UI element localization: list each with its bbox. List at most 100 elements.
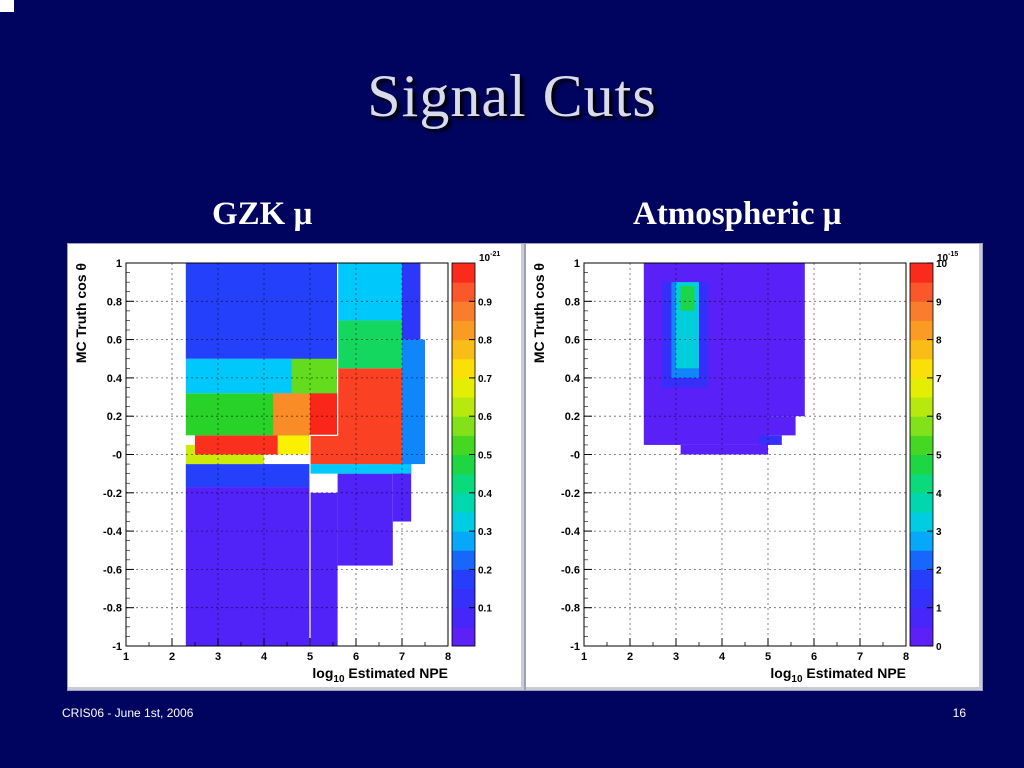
- colorbar-swatch: [452, 301, 475, 321]
- x-tick-label: 4: [719, 651, 726, 663]
- x-tick-label: 4: [261, 651, 268, 663]
- heatmap-cell: [680, 444, 768, 455]
- colorbar-tick-label: 10: [936, 259, 948, 270]
- atmospheric-plot-frame: 1 2 3 4 5 6 7 8 -1 -0.8 -0.6 -0.4 -0.2 -0 0.2 0.4 0.6 0.8…: [525, 243, 983, 691]
- colorbar-swatch: [452, 511, 475, 532]
- gzk-plot-frame: 1 2 3 4 5 6 7 8 -1 -0.8 -0.6 -0.4 -0.2 -0 0.2 0.4 0.6 0.8…: [67, 243, 525, 691]
- colorbar-tick-label: 0.7: [478, 374, 492, 385]
- y-axis-label: MC Truth cos θ: [531, 263, 547, 363]
- y-tick-label: 0.8: [565, 296, 580, 308]
- colorbar-swatch: [910, 626, 933, 647]
- y-tick-label: -1: [570, 641, 580, 653]
- x-tick-label: 3: [215, 651, 221, 663]
- x-axis-label: log10 Estimated NPE: [770, 665, 906, 685]
- y-tick-label: 1: [116, 258, 122, 270]
- colorbar-tick-label: 8: [936, 336, 942, 347]
- colorbar-tick-label: 6: [936, 412, 942, 423]
- colorbar-exponent-label: 10-15: [937, 251, 958, 264]
- footer-conference: CRIS06 - June 1st, 2006: [62, 706, 194, 720]
- colorbar-swatch: [452, 531, 475, 551]
- heatmap-cell: [337, 320, 402, 369]
- colorbar-tick-label: 0.4: [478, 489, 492, 500]
- colorbar-swatch: [910, 416, 933, 436]
- colorbar-swatch: [910, 301, 933, 321]
- colorbar-swatch: [452, 397, 475, 417]
- signal-cut-line: [309, 263, 339, 646]
- colorbar-swatch: [452, 626, 475, 647]
- heatmap-cell: [185, 263, 338, 359]
- x-tick-label: 3: [673, 651, 679, 663]
- y-tick-label: -0: [570, 450, 580, 462]
- x-tick-label: 6: [811, 651, 817, 663]
- gzk-heatmap: 1 2 3 4 5 6 7 8 -1 -0.8 -0.6 -0.4 -0.2 -0 0.2 0.4 0.6 0.8…: [73, 251, 500, 685]
- colorbar-swatch: [452, 607, 475, 628]
- colorbar-swatch: [452, 282, 475, 302]
- x-tick-label: 7: [857, 651, 863, 663]
- heatmap-cell: [768, 416, 796, 436]
- colorbar-tick-label: 0: [936, 642, 942, 653]
- colorbar-swatch: [910, 320, 933, 341]
- colorbar-tick-label: 0.8: [478, 336, 492, 347]
- x-tick-label: 1: [581, 651, 587, 663]
- colorbar-swatch: [452, 550, 475, 570]
- colorbar-tick-label: 7: [936, 374, 942, 385]
- colorbar-swatch: [910, 473, 933, 494]
- y-tick-label: -1: [112, 641, 122, 653]
- colorbar-swatch: [910, 569, 933, 590]
- heatmap-cell: [185, 464, 310, 488]
- heatmap-cell: [273, 393, 310, 436]
- atmospheric-panel-label: Atmospheric μ: [633, 196, 842, 232]
- colorbar-swatch: [452, 416, 475, 436]
- y-tick-label: -0.2: [561, 488, 580, 500]
- colorbar-swatch: [910, 511, 933, 532]
- x-tick-label: 5: [765, 651, 771, 663]
- colorbar-swatch: [910, 588, 933, 609]
- colorbar-swatch: [910, 550, 933, 570]
- x-tick-label: 5: [307, 651, 313, 663]
- x-tick-label: 8: [445, 651, 451, 663]
- colorbar-swatch: [910, 607, 933, 628]
- x-tick-label: 1: [123, 651, 129, 663]
- colorbar-tick-label: 3: [936, 527, 942, 538]
- y-tick-label: -0.2: [103, 488, 122, 500]
- colorbar-swatch: [910, 282, 933, 302]
- footer-page-number: 16: [952, 706, 966, 720]
- x-axis-label: log10 Estimated NPE: [312, 665, 448, 685]
- heatmap-cell: [758, 435, 782, 445]
- heatmap-cell: [337, 473, 393, 566]
- colorbar-swatch: [452, 377, 475, 398]
- y-tick-label: -0.4: [561, 526, 581, 538]
- heatmap-cell: [680, 285, 695, 311]
- colorbar-swatch: [452, 320, 475, 341]
- colorbar-tick-label: 5: [936, 451, 942, 462]
- y-tick-label: 0.4: [107, 373, 123, 385]
- colorbar-swatch: [910, 454, 933, 475]
- colorbar-tick-label: 4: [936, 489, 942, 500]
- colorbar-exponent-label: 10-21: [479, 251, 500, 264]
- colorbar-tick-label: 0.1: [478, 604, 492, 615]
- heatmap-cell: [310, 464, 412, 474]
- colorbar-tick-label: 0.2: [478, 565, 492, 576]
- y-tick-label: 1: [574, 258, 580, 270]
- heatmap-cell: [337, 263, 402, 321]
- y-tick-label: 0.2: [107, 411, 122, 423]
- colorbar: 0.1 0.2 0.3 0.4 0.5 0.6 0.7 0.8 0.9 10-21: [451, 251, 500, 647]
- colorbar-swatch: [910, 358, 933, 379]
- colorbar-swatch: [910, 263, 933, 283]
- y-tick-label: -0.6: [561, 564, 580, 576]
- y-tick-label: -0.6: [103, 564, 122, 576]
- colorbar-swatch: [452, 492, 475, 513]
- grid-lines: [584, 263, 906, 646]
- y-axis-label: MC Truth cos θ: [73, 263, 89, 363]
- colorbar-tick-label: 2: [936, 565, 942, 576]
- x-tick-label: 2: [169, 651, 175, 663]
- y-tick-label: 0.8: [107, 296, 122, 308]
- colorbar-swatch: [910, 531, 933, 551]
- colorbar-swatch: [452, 435, 475, 455]
- y-tick-label: -0.8: [561, 603, 580, 615]
- slide-title: Signal Cuts: [367, 63, 657, 129]
- y-tick-label: 0.4: [565, 373, 581, 385]
- heatmap-cell: [195, 435, 278, 455]
- colorbar-swatch: [910, 397, 933, 417]
